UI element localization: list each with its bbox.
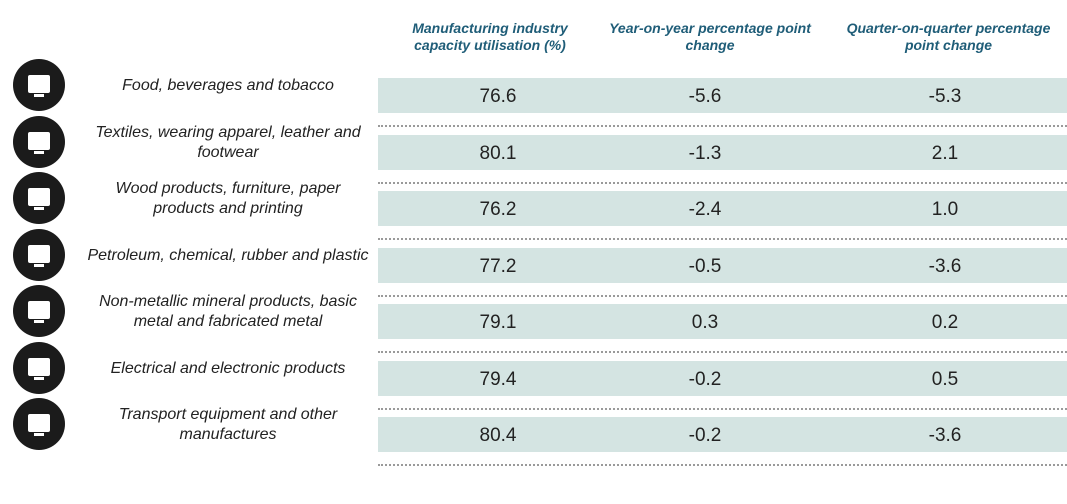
icon	[13, 341, 65, 394]
cell-value: -1.3	[688, 142, 722, 164]
cell-value: -0.2	[688, 368, 722, 390]
cell-value: -3.6	[928, 255, 962, 277]
column-header: Quarter-on-quarter percentage point chan…	[846, 20, 1051, 53]
row-label: Textiles, wearing apparel, leather and f…	[95, 123, 361, 161]
cell-value: 0.2	[931, 312, 959, 333]
cell-value: 77.2	[479, 255, 517, 277]
row-band	[378, 134, 1067, 170]
row-icon	[12, 58, 66, 117]
row-icon	[12, 284, 66, 343]
row-label: Transport equipment and other manufactur…	[118, 406, 338, 443]
row-icon	[12, 397, 66, 456]
icon	[13, 398, 65, 450]
row-icon	[12, 115, 66, 174]
row-divider	[378, 125, 1067, 127]
icon	[13, 172, 65, 224]
cell-value: -0.2	[688, 425, 722, 446]
cell-value: -5.6	[688, 86, 722, 107]
row-label: Wood products, furniture, paper products…	[115, 180, 341, 217]
cell-value: 80.1	[479, 142, 517, 164]
cell-value: -2.4	[688, 199, 722, 220]
icon	[13, 115, 65, 168]
row-band	[378, 304, 1067, 339]
icon	[13, 228, 65, 281]
row-divider	[378, 181, 1067, 184]
cell-value: -0.5	[688, 255, 722, 277]
cell-value: 79.4	[479, 368, 517, 390]
row-band	[378, 191, 1067, 226]
cell-value: 79.1	[479, 312, 517, 333]
row-icon	[12, 341, 66, 400]
cell-value: 80.4	[479, 425, 517, 446]
cell-value: 0.5	[931, 368, 959, 390]
row-label: Food, beverages and tobacco	[122, 77, 334, 94]
row-band	[378, 247, 1067, 283]
row-label: Non-metallic mineral products, basic met…	[99, 293, 357, 330]
row-band	[378, 417, 1067, 452]
icon	[13, 285, 65, 337]
column-header: Year-on-year percentage point change	[609, 20, 811, 53]
cell-value: 76.6	[479, 86, 517, 107]
row-divider	[378, 294, 1067, 297]
row-band	[378, 78, 1067, 113]
column-header: Manufacturing industry capacity utilisat…	[412, 20, 568, 53]
row-divider	[378, 407, 1067, 410]
row-divider	[378, 464, 1067, 466]
row-divider	[378, 238, 1067, 240]
icon	[13, 59, 65, 111]
cell-value: -5.3	[928, 86, 962, 107]
cell-value: 76.2	[479, 199, 517, 220]
cell-value: 0.3	[691, 312, 719, 333]
row-icon	[12, 228, 66, 287]
row-label: Electrical and electronic products	[110, 359, 346, 377]
row-icon	[12, 171, 66, 230]
row-divider	[378, 351, 1067, 353]
cell-value: 2.1	[931, 142, 959, 164]
cell-value: 1.0	[931, 199, 959, 220]
row-label: Petroleum, chemical, rubber and plastic	[87, 246, 369, 264]
row-band	[378, 360, 1067, 396]
cell-value: -3.6	[928, 425, 962, 446]
